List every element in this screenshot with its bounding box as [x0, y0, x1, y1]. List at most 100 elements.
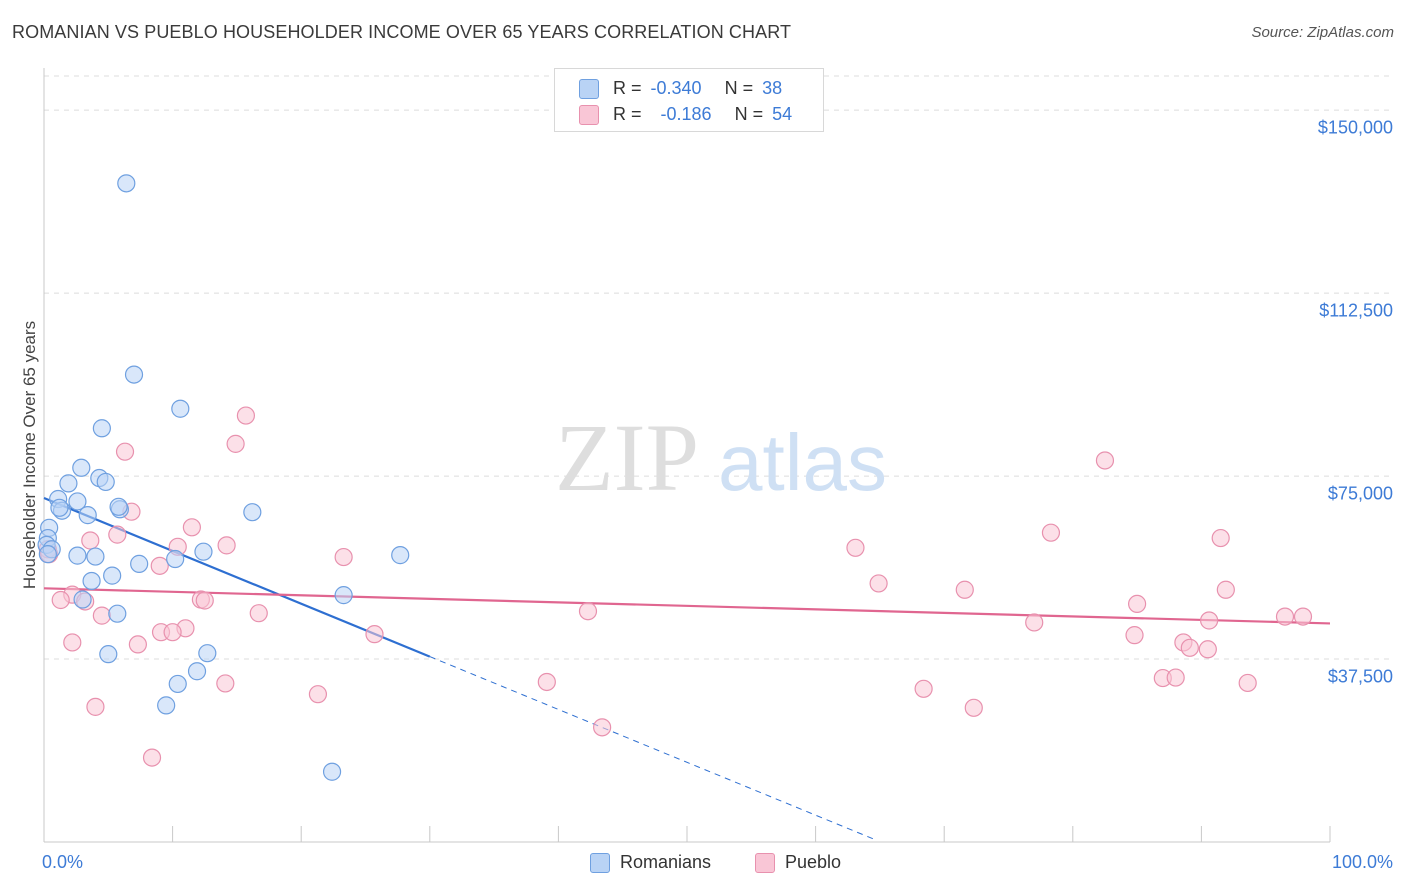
pueblo-point — [150, 556, 169, 575]
pueblo-point — [63, 633, 82, 652]
romanians-point — [96, 472, 115, 492]
pueblo-point — [578, 602, 598, 621]
pueblo-point — [217, 536, 236, 555]
pueblo-point — [1211, 528, 1230, 548]
pueblo-point — [182, 518, 201, 537]
romanians-point — [109, 497, 128, 516]
pueblo-point — [1216, 580, 1235, 599]
pueblo-point — [308, 685, 328, 704]
pueblo-point — [964, 698, 983, 717]
pueblo-point — [163, 623, 182, 642]
romanians-point — [59, 474, 78, 493]
pueblo-point — [869, 574, 888, 593]
legend-r-value: -0.186 — [660, 104, 712, 124]
pueblo-point — [334, 547, 353, 567]
correlation-legend: R = -0.340 N = 38 R = -0.186 N = 54 — [554, 68, 824, 132]
pueblo-point — [593, 718, 612, 737]
romanians-point — [130, 554, 149, 573]
pueblo-point — [1238, 673, 1257, 693]
pueblo-point — [92, 606, 111, 625]
pueblo-point — [1025, 613, 1044, 632]
y-axis-label: Householder Income Over 65 years — [20, 320, 39, 590]
romanians-point — [194, 542, 213, 561]
pueblo-point — [1198, 640, 1217, 659]
pueblo-point — [846, 538, 865, 557]
pueblo-point — [914, 679, 933, 698]
legend-r-value: -0.340 — [650, 78, 702, 98]
romanians-point — [117, 174, 136, 193]
romanians-point — [68, 546, 87, 565]
pueblo-point — [226, 434, 245, 453]
romanians-point — [92, 419, 111, 438]
pueblo-point — [1180, 638, 1199, 657]
bottom-legend-romanians-label: Romanians — [620, 852, 712, 872]
axes — [43, 68, 1331, 843]
romanians-swatch — [590, 853, 610, 874]
romanians-point — [50, 498, 69, 517]
grid-lines — [44, 75, 1394, 660]
pueblo-point — [1275, 607, 1295, 626]
romanians-point — [322, 762, 342, 781]
x-tick-min: 0.0% — [42, 852, 84, 872]
data-points — [37, 174, 1313, 781]
romanians-point — [157, 696, 176, 715]
pueblo-point — [1127, 594, 1147, 614]
romanians-point — [82, 571, 101, 591]
romanians-point — [391, 546, 410, 565]
legend-row-pueblo: R = -0.186 N = 54 — [579, 104, 792, 126]
romanians-point — [86, 547, 105, 566]
legend-r-label: R = — [613, 78, 642, 98]
pueblo-point — [249, 604, 268, 623]
watermark-zip: ZIP — [555, 404, 699, 511]
trend-lines — [43, 497, 1331, 840]
romanians-point — [124, 365, 144, 384]
pueblo-point — [51, 590, 70, 610]
pueblo-trend-line — [43, 587, 1331, 625]
romanians-point — [168, 674, 187, 694]
pueblo-point — [1041, 523, 1061, 542]
pueblo-point — [1125, 626, 1144, 645]
legend-n-label: N = — [734, 104, 764, 124]
romanians-point — [198, 644, 217, 663]
romanians-trend-line — [43, 497, 431, 658]
romanians-point — [103, 566, 122, 585]
pueblo-point — [115, 442, 135, 461]
romanians-point — [78, 506, 97, 525]
legend-n-label: N = — [724, 78, 754, 98]
bottom-legend-pueblo-label: Pueblo — [785, 852, 842, 872]
pueblo-point — [1200, 611, 1219, 630]
source-credit: Source: ZipAtlas.com — [1251, 24, 1394, 41]
pueblo-point — [537, 672, 556, 692]
legend-row-romanians: R = -0.340 N = 38 — [579, 78, 782, 100]
romanians-point — [334, 586, 353, 605]
legend-n-value: 38 — [762, 78, 783, 98]
romanians-point — [171, 399, 190, 418]
pueblo-swatch — [755, 853, 775, 874]
pueblo-point — [142, 748, 162, 767]
y-tick-label: $37,500 — [1327, 666, 1393, 687]
pueblo-point — [195, 591, 214, 610]
romanians-point — [99, 645, 118, 664]
y-tick-label: $75,000 — [1327, 483, 1393, 504]
chart-title: ROMANIAN VS PUEBLO HOUSEHOLDER INCOME OV… — [12, 22, 792, 42]
romanians-trend-extension — [429, 656, 874, 840]
watermark-atlas: atlas — [718, 418, 887, 507]
romanians-point — [243, 503, 262, 522]
romanians-point — [187, 662, 207, 681]
legend-r-label: R = — [613, 104, 642, 124]
pueblo-point — [81, 531, 100, 550]
romanians-point — [68, 492, 87, 511]
x-tick-max: 100.0% — [1331, 852, 1393, 872]
pueblo-point — [365, 625, 384, 644]
bottom-legend-pueblo: Pueblo — [755, 852, 842, 874]
pueblo-point — [216, 674, 235, 693]
bottom-legend-romanians: Romanians — [590, 852, 712, 874]
y-tick-label: $112,500 — [1319, 300, 1393, 321]
pueblo-point — [1293, 607, 1313, 626]
romanians-point — [38, 545, 57, 564]
pueblo-point — [108, 525, 127, 544]
romanians-swatch — [579, 79, 599, 100]
romanians-point — [72, 458, 91, 477]
pueblo-point — [86, 697, 105, 716]
